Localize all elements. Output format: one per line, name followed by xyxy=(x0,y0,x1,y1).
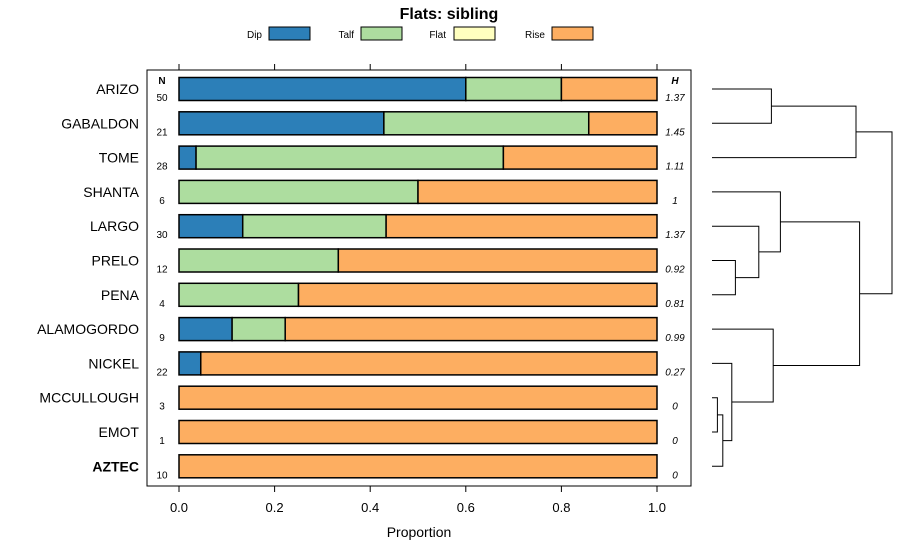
dendrogram-link-7 xyxy=(712,362,733,442)
legend-swatch-flat xyxy=(453,26,496,41)
h-value-nickel: 0.27 xyxy=(665,367,685,378)
bar-prelo-talf xyxy=(178,248,340,273)
x-tick-label-2: 0.4 xyxy=(361,500,379,515)
h-value-alamogordo: 0.99 xyxy=(665,333,685,344)
x-tick-label-1: 0.2 xyxy=(266,500,284,515)
x-tick-label-5: 1.0 xyxy=(648,500,666,515)
legend-label-flat: Flat xyxy=(429,30,446,41)
n-value-emot: 1 xyxy=(159,436,165,447)
legend-swatch-rise xyxy=(551,26,594,41)
h-value-mccullough: 0 xyxy=(672,402,678,413)
bar-alamogordo-rise xyxy=(284,316,658,342)
h-value-largo: 1.37 xyxy=(665,230,685,241)
n-labels: 50 21 28 6 30 12 4 9 22 3 1 10 xyxy=(156,93,168,481)
n-value-pena: 4 xyxy=(159,299,165,310)
legend-label-dip: Dip xyxy=(247,30,262,41)
bar-pena-rise xyxy=(297,282,658,308)
x-axis: 0.0 0.2 0.4 0.6 0.8 1.0 xyxy=(170,64,666,515)
legend-swatch-dip xyxy=(268,26,311,41)
row-label-shanta: SHANTA xyxy=(83,184,139,200)
n-value-largo: 30 xyxy=(156,230,168,241)
row-label-mccullough: MCCULLOUGH xyxy=(39,390,139,406)
n-value-mccullough: 3 xyxy=(159,402,165,413)
n-value-alamogordo: 9 xyxy=(159,333,165,344)
legend-label-rise: Rise xyxy=(525,30,545,41)
h-value-emot: 0 xyxy=(672,436,678,447)
x-tick-label-3: 0.6 xyxy=(457,500,475,515)
n-value-aztec: 10 xyxy=(156,470,168,481)
dendrogram-link-2 xyxy=(712,260,736,296)
x-tick-label-4: 0.8 xyxy=(552,500,570,515)
legend-label-talf: Talf xyxy=(338,30,354,41)
bar-largo-dip xyxy=(178,213,244,239)
bar-shanta-rise xyxy=(417,179,658,205)
row-labels: ARIZO GABALDON TOME SHANTA LARGO PRELO PENA ALA… xyxy=(37,81,140,474)
h-labels: 1.37 1.45 1.11 1 1.37 0.92 0.81 0.99 0.27 0 0 0 xyxy=(665,93,685,481)
legend-swatch-talf xyxy=(360,26,403,41)
bar-mccullough-rise xyxy=(178,385,658,410)
h-value-pena: 0.81 xyxy=(665,299,684,310)
legend: Dip Talf Flat Rise xyxy=(247,26,594,41)
row-label-tome: TOME xyxy=(99,150,139,166)
bar-shanta-talf xyxy=(178,179,419,205)
bar-gabaldon-talf xyxy=(383,111,590,136)
row-label-gabaldon: GABALDON xyxy=(61,115,139,131)
n-value-nickel: 22 xyxy=(156,367,168,378)
bar-alamogordo-talf xyxy=(231,316,286,342)
h-value-aztec: 0 xyxy=(672,470,678,481)
h-header: H xyxy=(671,76,679,87)
dendrogram-link-10 xyxy=(856,131,893,295)
bar-gabaldon-dip xyxy=(178,111,385,136)
dendrogram-link-4 xyxy=(712,191,781,253)
h-value-shanta: 1 xyxy=(672,196,678,207)
row-label-alamogordo: ALAMOGORDO xyxy=(37,321,139,337)
bar-gabaldon-rise xyxy=(587,111,658,136)
row-label-nickel: NICKEL xyxy=(88,355,139,371)
bar-largo-talf xyxy=(241,213,387,239)
row-label-arizo: ARIZO xyxy=(96,81,139,97)
row-label-aztec: AZTEC xyxy=(92,458,139,474)
n-value-shanta: 6 xyxy=(159,196,165,207)
bar-arizo-rise xyxy=(560,76,658,102)
bar-emot-rise xyxy=(178,419,658,445)
x-tick-label-0: 0.0 xyxy=(170,500,188,515)
bar-nickel-rise xyxy=(199,351,658,376)
dendrogram xyxy=(712,88,893,467)
n-value-gabaldon: 21 xyxy=(156,127,168,138)
row-label-emot: EMOT xyxy=(99,424,140,440)
bar-prelo-rise xyxy=(337,248,658,273)
dendrogram-link-0 xyxy=(712,88,772,124)
dendrogram-link-8 xyxy=(712,328,774,403)
bar-arizo-dip xyxy=(178,76,467,102)
bar-tome-dip xyxy=(178,145,197,170)
n-value-arizo: 50 xyxy=(156,93,168,104)
h-value-gabaldon: 1.45 xyxy=(665,127,685,138)
n-value-tome: 28 xyxy=(156,162,168,173)
h-value-arizo: 1.37 xyxy=(665,93,685,104)
n-header: N xyxy=(158,76,165,87)
row-label-largo: LARGO xyxy=(90,218,139,234)
row-label-pena: PENA xyxy=(101,287,140,303)
n-value-prelo: 12 xyxy=(156,265,168,276)
bar-pena-talf xyxy=(178,282,300,308)
bar-tome-rise xyxy=(502,145,658,170)
bar-alamogordo-dip xyxy=(178,316,233,342)
h-value-tome: 1.11 xyxy=(666,162,685,173)
bar-nickel-dip xyxy=(178,351,202,376)
bar-tome-talf xyxy=(195,145,505,170)
bar-aztec-rise xyxy=(178,454,658,479)
x-axis-label: Proportion xyxy=(387,524,452,540)
plot-frame xyxy=(146,69,692,487)
chart-title: Flats: sibling xyxy=(400,6,499,23)
row-label-prelo: PRELO xyxy=(92,253,140,269)
dendrogram-link-1 xyxy=(712,105,857,159)
bar-largo-rise xyxy=(385,213,658,239)
dendrogram-link-9 xyxy=(773,221,861,367)
bar-arizo-talf xyxy=(465,76,563,102)
bars xyxy=(178,76,658,479)
dendrogram-link-5 xyxy=(712,397,718,433)
h-value-prelo: 0.92 xyxy=(665,265,685,276)
